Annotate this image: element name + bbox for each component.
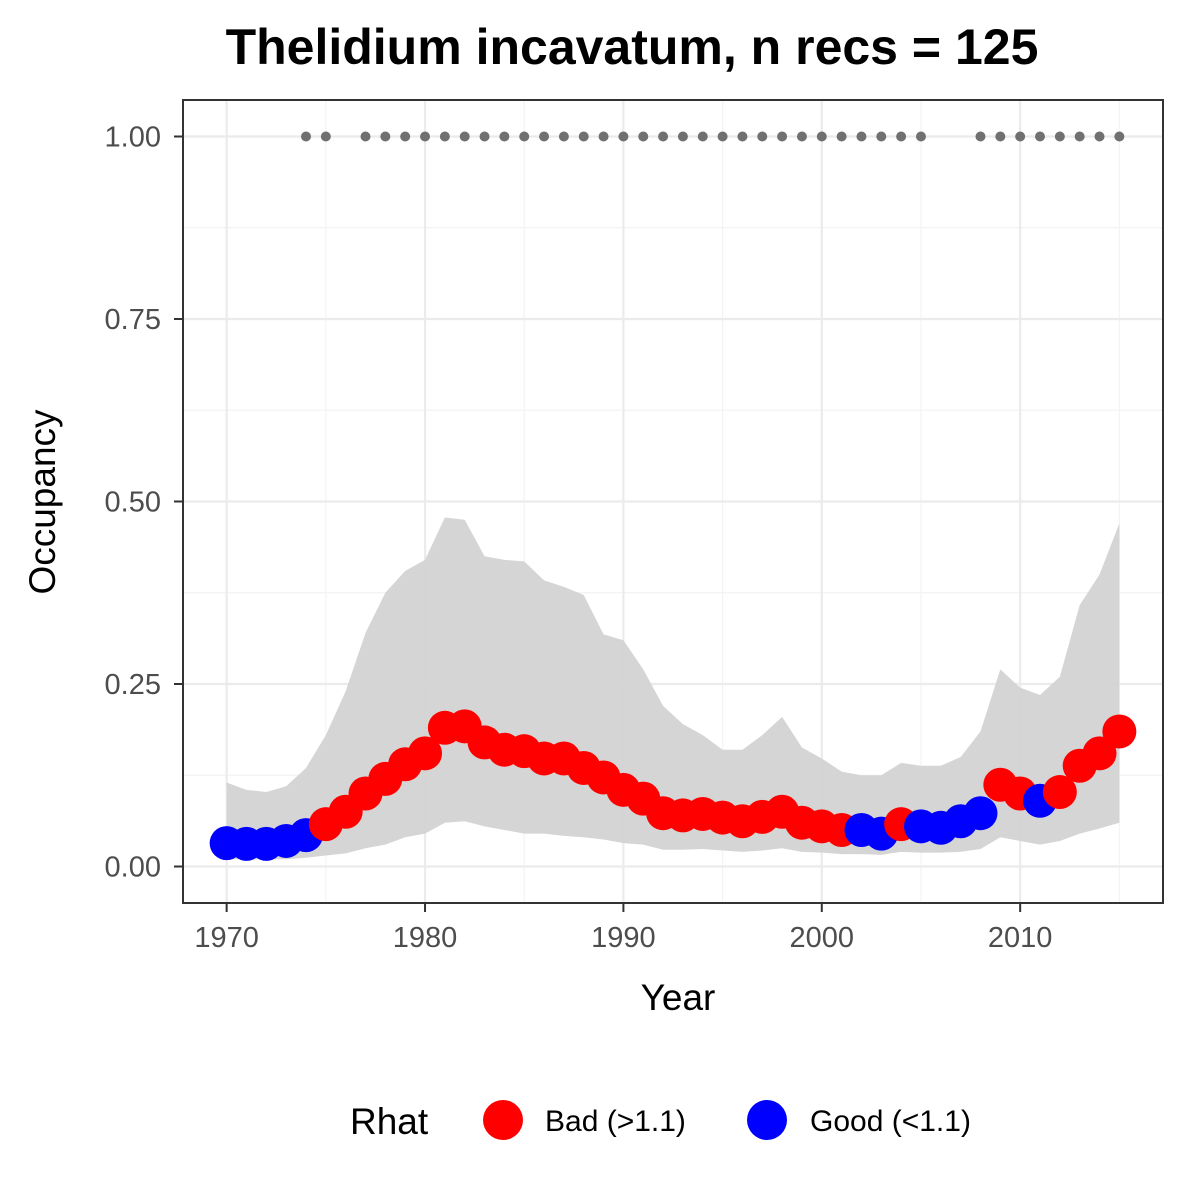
record-marker xyxy=(737,131,748,142)
credible-interval-layer xyxy=(226,517,1120,860)
chart-title: Thelidium incavatum, n recs = 125 xyxy=(226,19,1039,75)
record-marker xyxy=(380,131,391,142)
record-marker xyxy=(320,131,331,142)
x-tick-label: 2010 xyxy=(988,922,1053,954)
record-marker xyxy=(400,131,411,142)
record-marker xyxy=(697,131,708,142)
occupancy-point xyxy=(963,796,998,831)
record-marker xyxy=(796,131,807,142)
legend-title: Rhat xyxy=(350,1101,429,1142)
record-marker xyxy=(618,131,629,142)
record-marker xyxy=(677,131,688,142)
record-marker xyxy=(717,131,728,142)
record-marker xyxy=(420,131,431,142)
occupancy-point xyxy=(408,736,443,771)
x-tick-label: 1980 xyxy=(393,922,458,954)
y-axis-title: Occupancy xyxy=(22,409,63,595)
record-marker xyxy=(1015,131,1026,142)
y-tick-label: 0.75 xyxy=(105,304,161,336)
record-marker xyxy=(638,131,649,142)
legend: Rhat Bad (>1.1) Good (<1.1) xyxy=(350,1100,971,1142)
record-marker xyxy=(856,131,867,142)
record-marker xyxy=(836,131,847,142)
record-marker xyxy=(459,131,470,142)
record-marker xyxy=(300,131,311,142)
record-marker xyxy=(598,131,609,142)
record-marker xyxy=(578,131,589,142)
record-marker xyxy=(1035,131,1046,142)
occupancy-point xyxy=(1042,775,1077,810)
x-tick-label: 2000 xyxy=(790,922,855,954)
record-marker xyxy=(360,131,371,142)
y-tick-label: 0.25 xyxy=(105,669,161,701)
y-tick-label: 0.00 xyxy=(105,852,161,884)
record-marker xyxy=(558,131,569,142)
record-marker xyxy=(1114,131,1125,142)
record-marker xyxy=(915,131,926,142)
legend-label-good: Good (<1.1) xyxy=(810,1105,971,1138)
record-marker xyxy=(519,131,530,142)
record-marker xyxy=(439,131,450,142)
legend-label-bad: Bad (>1.1) xyxy=(545,1105,686,1138)
x-axis-title: Year xyxy=(641,977,716,1018)
x-tick-label: 1990 xyxy=(591,922,656,954)
occupancy-point xyxy=(1082,736,1117,771)
record-markers xyxy=(300,131,1125,142)
record-marker xyxy=(539,131,550,142)
y-axis-ticks: 0.00 0.25 0.50 0.75 1.00 xyxy=(105,122,183,884)
record-marker xyxy=(876,131,887,142)
record-marker xyxy=(499,131,510,142)
record-marker xyxy=(816,131,827,142)
credible-interval-ribbon xyxy=(226,517,1120,860)
y-tick-label: 0.50 xyxy=(105,487,161,519)
record-marker xyxy=(658,131,669,142)
x-axis-ticks: 1970 1980 1990 2000 2010 xyxy=(194,903,1052,954)
record-marker xyxy=(995,131,1006,142)
record-marker xyxy=(1054,131,1065,142)
y-tick-label: 1.00 xyxy=(105,122,161,154)
record-marker xyxy=(777,131,788,142)
occupancy-point xyxy=(1102,714,1137,749)
occupancy-points xyxy=(209,709,1137,861)
record-marker xyxy=(1074,131,1085,142)
legend-key-good xyxy=(747,1100,787,1140)
record-marker xyxy=(1094,131,1105,142)
x-tick-label: 1970 xyxy=(194,922,259,954)
record-marker xyxy=(896,131,907,142)
legend-key-bad xyxy=(483,1100,523,1140)
record-marker xyxy=(757,131,768,142)
record-marker xyxy=(479,131,490,142)
record-marker xyxy=(975,131,986,142)
